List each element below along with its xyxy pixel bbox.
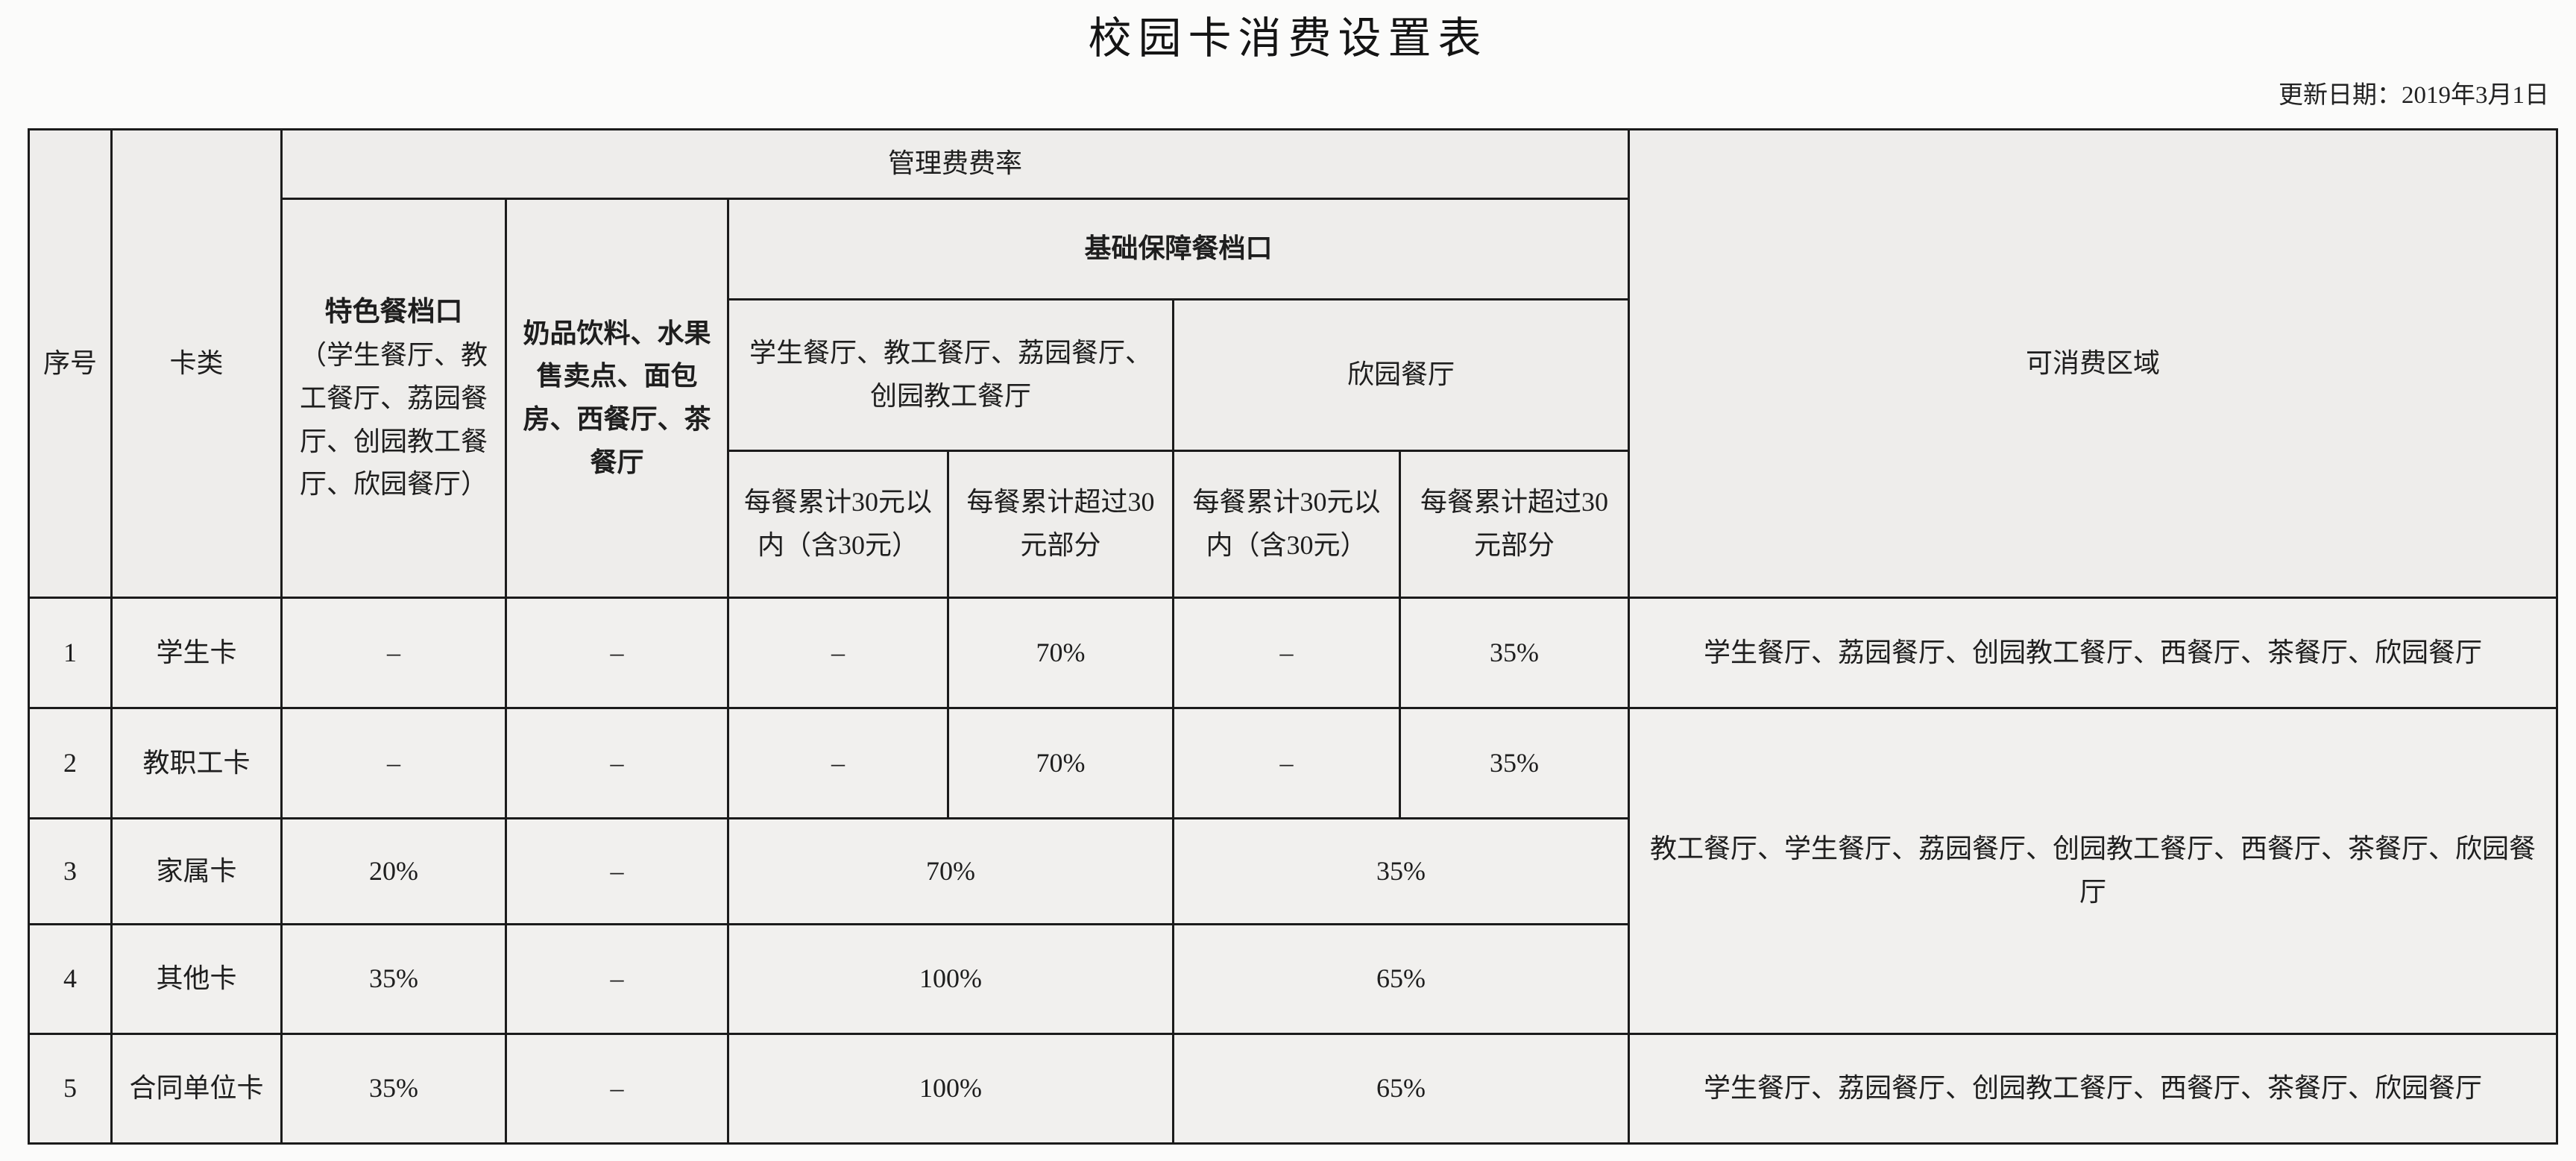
header-row-1: 序号 卡类 管理费费率 可消费区域	[28, 128, 2559, 599]
row-no: 5	[28, 1033, 113, 1145]
row-no: 1	[28, 597, 113, 709]
g1-over-rate: 70%	[947, 707, 1174, 819]
header-basic-window: 基础保障餐档口	[726, 198, 1631, 301]
header-basic-group2: 欣园餐厅	[1171, 298, 1631, 452]
table-row: 2 教职工卡 – – – 70% – 35% 教工餐厅、学生餐厅、荔园餐厅、创园…	[28, 707, 2559, 1035]
table-row: 5 合同单位卡 35% – 100% 65% 学生餐厅、荔园餐厅、创园教工餐厅、…	[28, 1033, 2559, 1145]
g1-over-rate: 70%	[947, 597, 1174, 709]
special-rate: –	[280, 597, 507, 709]
header-g2-within30: 每餐累计30元以内（含30元）	[1172, 450, 1401, 599]
card-type: 合同单位卡	[110, 1033, 283, 1145]
header-special-window: 特色餐档口 （学生餐厅、教工餐厅、荔园餐厅、创园教工餐厅、欣园餐厅）	[280, 198, 507, 599]
g1-merged-rate: 70%	[727, 817, 1174, 925]
card-type: 家属卡	[110, 817, 283, 925]
dairy-rate: –	[505, 707, 729, 819]
card-type: 学生卡	[110, 597, 283, 709]
special-rate: 35%	[280, 923, 507, 1035]
special-rate: 20%	[280, 817, 507, 925]
table-row: 4 其他卡 35% – 100% 65%	[28, 923, 2557, 1035]
update-date: 更新日期：2019年3月1日	[2279, 82, 2549, 109]
g1-within-rate: –	[727, 597, 949, 709]
card-type: 教职工卡	[110, 707, 283, 819]
card-type: 其他卡	[110, 923, 283, 1035]
special-window-title: 特色餐档口	[324, 297, 463, 328]
row-no: 4	[28, 923, 113, 1035]
header-row-3: 学生餐厅、教工餐厅、荔园餐厅、创园教工餐厅 欣园餐厅	[29, 298, 2557, 452]
special-window-note: （学生餐厅、教工餐厅、荔园餐厅、创园教工餐厅、欣园餐厅）	[299, 340, 488, 500]
page-title: 校园卡消费设置表	[1088, 14, 1488, 63]
header-card-type: 卡类	[110, 128, 283, 599]
fee-rate-table: 序号 卡类 管理费费率 可消费区域 特色餐档口 （学生餐厅、教工餐厅、荔园餐厅、…	[28, 128, 2559, 1145]
consumable-area: 教工餐厅、学生餐厅、荔园餐厅、创园教工餐厅、西餐厅、茶餐厅、欣园餐厅	[1628, 707, 2559, 1035]
g1-merged-rate: 100%	[727, 1033, 1174, 1145]
row-no: 2	[28, 707, 113, 819]
g2-merged-rate: 65%	[1171, 1033, 1631, 1145]
g2-merged-rate: 35%	[1171, 817, 1631, 925]
header-mgmt-fee-rate: 管理费费率	[280, 128, 1631, 200]
header-row-4: 每餐累计30元以内（含30元） 每餐累计超过30元部分 每餐累计30元以内（含3…	[29, 450, 2557, 599]
dairy-rate: –	[505, 817, 729, 925]
consumable-area: 学生餐厅、荔园餐厅、创园教工餐厅、西餐厅、茶餐厅、欣园餐厅	[1628, 597, 2559, 709]
table-row: 3 家属卡 20% – 70% 35%	[28, 817, 2557, 925]
header-index: 序号	[28, 128, 113, 599]
consumable-area: 学生餐厅、荔园餐厅、创园教工餐厅、西餐厅、茶餐厅、欣园餐厅	[1628, 1033, 2559, 1145]
special-rate: –	[280, 707, 507, 819]
header-g1-within30: 每餐累计30元以内（含30元）	[727, 450, 949, 599]
g2-over-rate: 35%	[1398, 597, 1631, 709]
dairy-rate: –	[505, 923, 729, 1035]
g2-within-rate: –	[1172, 707, 1401, 819]
header-basic-group1: 学生餐厅、教工餐厅、荔园餐厅、创园教工餐厅	[727, 298, 1174, 452]
g2-over-rate: 35%	[1398, 707, 1631, 819]
row-no: 3	[28, 817, 113, 925]
dairy-rate: –	[505, 1033, 729, 1145]
header-g2-over30: 每餐累计超过30元部分	[1398, 450, 1631, 599]
g2-merged-rate: 65%	[1171, 923, 1631, 1035]
header-row-2: 特色餐档口 （学生餐厅、教工餐厅、荔园餐厅、创园教工餐厅、欣园餐厅） 奶品饮料、…	[29, 198, 2557, 599]
header-g1-over30: 每餐累计超过30元部分	[947, 450, 1174, 599]
dairy-rate: –	[505, 597, 729, 709]
g2-within-rate: –	[1172, 597, 1401, 709]
header-consumable-area: 可消费区域	[1628, 128, 2559, 599]
g1-merged-rate: 100%	[727, 923, 1174, 1035]
table-row: 1 学生卡 – – – 70% – 35% 学生餐厅、荔园餐厅、创园教工餐厅、西…	[28, 597, 2559, 709]
special-rate: 35%	[280, 1033, 507, 1145]
header-dairy-window: 奶品饮料、水果售卖点、面包房、西餐厅、茶餐厅	[505, 198, 729, 599]
g1-within-rate: –	[727, 707, 949, 819]
